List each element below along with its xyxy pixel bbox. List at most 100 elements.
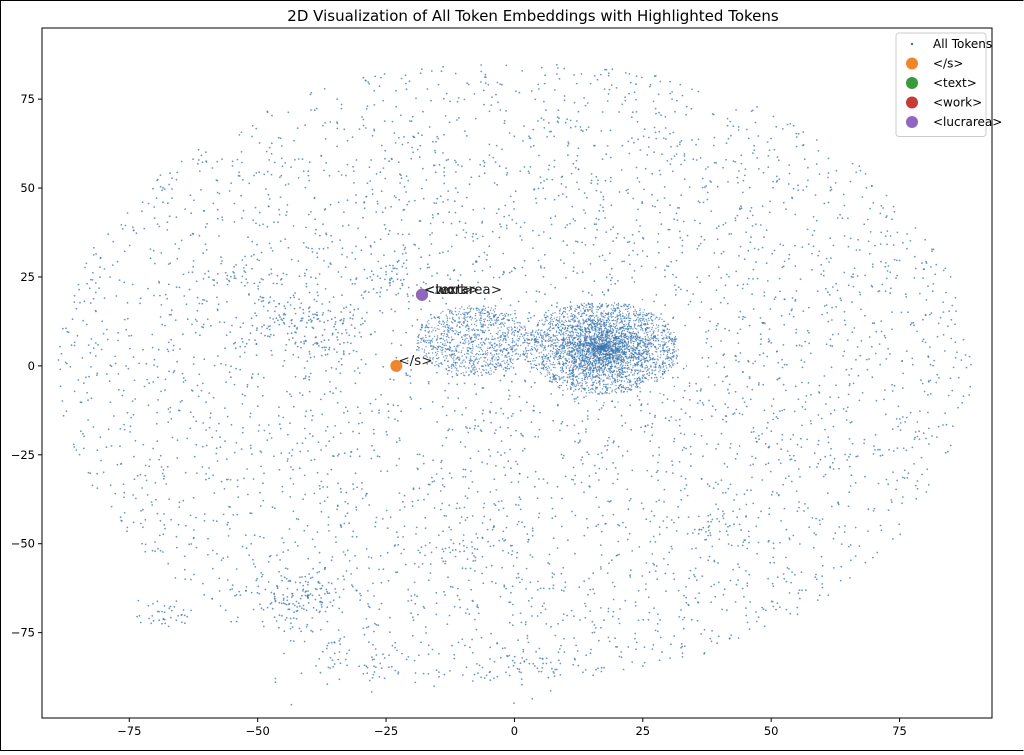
token-point xyxy=(299,597,302,600)
token-point xyxy=(545,109,547,112)
token-point xyxy=(722,223,725,226)
token-point xyxy=(808,331,810,334)
chart-title: 2D Visualization of All Token Embeddings… xyxy=(287,7,779,25)
token-point xyxy=(122,483,125,486)
token-point xyxy=(65,362,68,365)
token-point xyxy=(646,469,649,472)
token-point xyxy=(204,272,206,275)
token-point xyxy=(535,650,537,653)
token-point xyxy=(754,121,757,124)
token-point xyxy=(766,355,769,358)
token-point xyxy=(850,474,853,477)
token-point xyxy=(481,461,484,464)
token-point xyxy=(715,362,718,364)
token-point xyxy=(495,93,497,96)
token-point xyxy=(250,512,253,515)
token-point xyxy=(498,165,501,168)
token-point xyxy=(855,358,857,361)
token-point xyxy=(694,219,696,222)
token-point xyxy=(478,175,481,178)
token-point xyxy=(511,659,514,662)
token-point xyxy=(873,322,876,324)
token-point xyxy=(709,320,711,323)
token-point xyxy=(184,379,187,382)
token-point xyxy=(233,383,236,386)
token-point xyxy=(82,447,85,450)
token-point xyxy=(683,446,685,449)
token-point xyxy=(257,298,260,301)
token-point xyxy=(534,470,537,473)
token-point xyxy=(722,492,724,494)
token-point xyxy=(824,473,827,476)
token-point xyxy=(345,306,348,308)
token-point xyxy=(216,552,218,555)
token-point xyxy=(843,235,846,237)
token-point xyxy=(457,191,459,194)
token-point xyxy=(621,260,623,263)
token-point xyxy=(216,208,219,211)
token-point xyxy=(234,341,237,344)
token-point xyxy=(167,341,170,344)
token-point xyxy=(268,328,271,331)
token-point xyxy=(757,248,760,251)
token-point xyxy=(205,478,207,481)
token-point xyxy=(668,228,671,231)
token-point xyxy=(922,432,925,434)
token-point xyxy=(489,410,491,413)
token-point xyxy=(262,536,265,539)
token-point xyxy=(628,240,631,243)
token-point xyxy=(893,384,896,387)
token-point xyxy=(764,442,767,445)
token-point xyxy=(712,144,715,147)
token-point xyxy=(914,267,917,270)
token-point xyxy=(519,498,522,501)
token-point xyxy=(600,530,603,533)
token-point xyxy=(657,613,659,616)
token-point xyxy=(193,455,196,458)
token-point xyxy=(654,570,657,572)
token-point xyxy=(516,463,519,465)
token-point xyxy=(563,651,566,654)
token-point xyxy=(546,178,548,181)
token-point xyxy=(189,234,192,237)
token-point xyxy=(738,255,740,257)
token-point xyxy=(301,576,303,578)
token-point xyxy=(601,111,604,113)
token-point xyxy=(904,421,907,423)
token-point xyxy=(371,279,373,282)
token-point xyxy=(417,132,420,135)
token-point xyxy=(503,122,506,125)
token-point xyxy=(559,662,562,665)
token-point xyxy=(605,276,608,279)
token-point xyxy=(483,298,486,300)
token-point xyxy=(887,509,890,512)
token-point xyxy=(323,500,326,503)
token-point xyxy=(849,180,852,183)
token-point xyxy=(598,408,601,411)
token-point xyxy=(899,533,902,536)
token-point xyxy=(111,264,114,266)
token-point xyxy=(661,651,663,654)
token-point xyxy=(89,472,92,475)
token-point xyxy=(493,182,496,184)
token-point xyxy=(767,155,770,157)
token-point xyxy=(923,390,926,393)
token-point xyxy=(410,612,412,615)
token-point xyxy=(523,447,526,450)
token-point xyxy=(382,99,384,102)
token-point xyxy=(311,538,314,541)
token-point xyxy=(285,214,287,217)
token-point xyxy=(443,133,445,136)
token-point xyxy=(216,282,219,284)
token-point xyxy=(116,260,119,263)
token-point xyxy=(273,616,276,619)
token-point xyxy=(94,282,97,284)
token-point xyxy=(598,467,601,470)
token-point xyxy=(726,124,729,127)
token-point xyxy=(270,437,273,439)
token-point xyxy=(653,564,656,566)
token-point xyxy=(949,444,952,447)
token-point xyxy=(162,477,165,480)
token-point xyxy=(746,621,749,624)
token-point xyxy=(597,453,599,456)
